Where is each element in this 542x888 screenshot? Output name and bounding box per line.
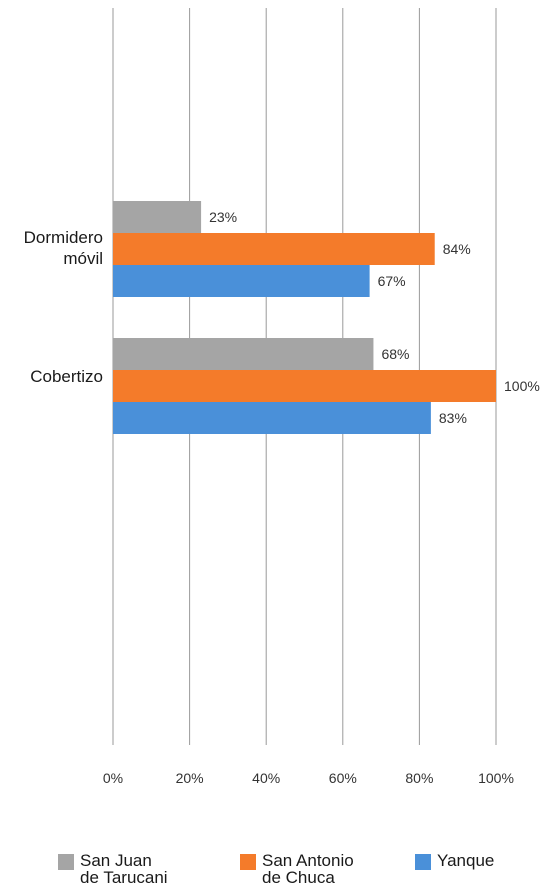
legend-swatch — [58, 854, 74, 870]
legend-label: Yanque — [437, 851, 495, 870]
x-tick-label: 0% — [103, 770, 123, 786]
legend-label: San Juan de Tarucani — [80, 851, 168, 887]
data-label: 83% — [439, 410, 467, 426]
bar — [113, 370, 496, 402]
legend: San Juan de Tarucani San Antonio de Chuc… — [0, 852, 542, 888]
data-label: 23% — [209, 209, 237, 225]
category-label: Dormidero — [24, 228, 103, 247]
data-label: 84% — [443, 241, 471, 257]
bar — [113, 338, 374, 370]
bars — [113, 201, 496, 434]
x-tick-label: 60% — [329, 770, 357, 786]
bar — [113, 402, 431, 434]
x-tick-label: 100% — [478, 770, 514, 786]
bar — [113, 233, 435, 265]
legend-item-san-antonio: San Antonio de Chuca — [240, 852, 392, 886]
data-label: 68% — [381, 346, 409, 362]
legend-swatch — [415, 854, 431, 870]
legend-label: San Antonio de Chuca — [262, 851, 354, 887]
x-tick-label: 40% — [252, 770, 280, 786]
category-label: Cobertizo — [30, 367, 103, 386]
x-tick-label: 20% — [176, 770, 204, 786]
bar — [113, 201, 202, 233]
legend-item-yanque: Yanque — [415, 852, 542, 870]
x-tick-labels: 0% 20% 40% 60% 80% 100% — [103, 770, 514, 786]
data-label: 100% — [504, 378, 540, 394]
bar — [113, 265, 370, 297]
category-label: móvil — [63, 249, 103, 268]
legend-swatch — [240, 854, 256, 870]
category-labels: Dormidero móvil Cobertizo — [24, 228, 103, 386]
data-label: 67% — [378, 273, 406, 289]
bar-chart: 23% 84% 67% 68% 100% 83% Dormidero móvil Cobert… — [24, 8, 540, 786]
data-labels: 23% 84% 67% 68% 100% 83% — [209, 209, 540, 426]
x-tick-label: 80% — [405, 770, 433, 786]
legend-item-san-juan: San Juan de Tarucani — [58, 852, 210, 886]
